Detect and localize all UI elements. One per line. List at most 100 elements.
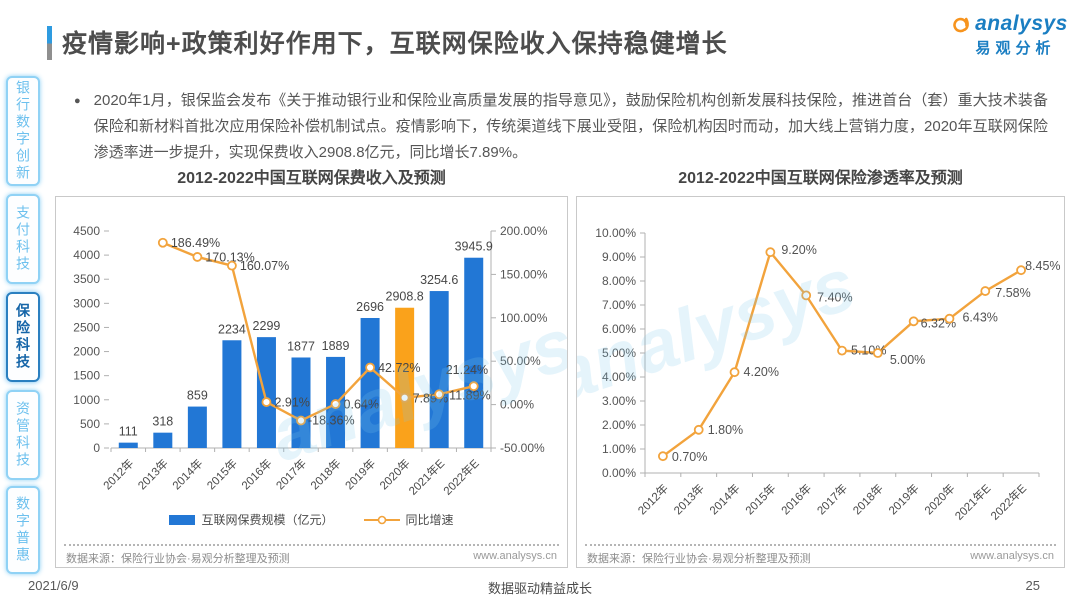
bar-2021年E (429, 291, 449, 448)
x-axis-category-label: 2021年E (406, 456, 448, 498)
data-source-text: 数据来源：保险行业协会·易观分析整理及预测 (587, 553, 811, 565)
y-axis-label: 500 (80, 417, 100, 431)
bar-2015年 (222, 340, 242, 448)
bar-2022年E (464, 257, 484, 448)
bar-value-label: 859 (187, 389, 208, 403)
growth-value-label: 42.72% (378, 361, 420, 375)
y-axis-label: 0.00% (602, 466, 636, 480)
y-axis-label: 3000 (73, 296, 100, 310)
penetration-point (872, 348, 883, 358)
y-axis-label: 8.00% (602, 274, 636, 288)
y-axis-label: 1000 (73, 393, 100, 407)
right-axis-label: -50.00% (500, 441, 545, 455)
bar-value-label: 111 (119, 425, 138, 439)
growth-value-label: 160.07% (240, 259, 289, 273)
x-axis-category-label: 2022年E (440, 456, 482, 498)
x-axis-category-label: 2020年 (921, 481, 957, 517)
bar-2020年 (395, 307, 415, 448)
bar-value-label: 2908.8 (386, 290, 424, 304)
website-text: www.analysys.cn (970, 550, 1054, 562)
y-axis-label: 1.00% (602, 442, 636, 456)
penetration-point (1016, 265, 1026, 276)
penetration-point (765, 247, 776, 258)
growth-value-label: 2.91% (274, 396, 309, 410)
bar-value-label: 2234 (218, 322, 246, 336)
penetration-chart-svg: 0.00% 1.00% 2.00% 3.00% 4.00% 5.00% 6.00% 7.00%… (595, 226, 1060, 523)
y-axis-label: 4.00% (602, 370, 636, 384)
growth-point (227, 260, 237, 271)
penetration-value-label: 1.80% (708, 423, 743, 437)
y-axis-label: 4500 (73, 224, 100, 238)
bullet-icon: ● (74, 95, 81, 107)
premium-chart-title: 2012-2022中国互联网保费收入及预测 (177, 170, 446, 187)
x-axis-category-label: 2014年 (707, 481, 743, 517)
penetration-point (801, 290, 812, 301)
y-axis-label: 5.00% (602, 346, 636, 360)
bar-2017年 (291, 357, 311, 448)
growth-point (192, 252, 203, 262)
x-axis-category-label: 2018年 (850, 481, 886, 517)
bar-value-label: 3254.6 (420, 273, 458, 287)
sidebar-tab-2[interactable]: 支付科技 (6, 194, 40, 284)
penetration-value-label: 4.20% (744, 365, 779, 379)
premium-chart-block: 2012-2022中国互联网保费收入及预测 analysys 0 500 1000 1… (55, 168, 568, 568)
x-axis-category-label: 2017年 (273, 456, 309, 492)
sidebar-tab-1[interactable]: 银行数字创新 (6, 76, 40, 186)
y-axis-label: 2500 (73, 320, 100, 334)
growth-point (468, 381, 479, 392)
x-axis-category-label: 2013年 (671, 481, 707, 517)
x-axis-category-label: 2012年 (635, 481, 671, 517)
growth-point (261, 397, 272, 407)
sidebar-tab-4[interactable]: 资管科技 (6, 390, 40, 480)
logo-swirl-icon (953, 17, 970, 33)
penetration-point (908, 316, 919, 327)
premium-chart-panel: analysys 0 500 1000 1500 2000 2500 3000 3500 400… (55, 196, 568, 568)
right-axis-label: 100.00% (500, 311, 548, 325)
x-axis-category-label: 2013年 (135, 456, 171, 492)
legend-label: 互联网保费规模（亿元） (201, 513, 334, 527)
y-axis-label: 3.00% (602, 394, 636, 408)
legend-item-growth: 同比增速 (363, 511, 454, 528)
penetration-chart-panel: analysys 0.00% 1.00% 2.00% 3.00% 4.00% 5.00% 6… (576, 196, 1065, 568)
website-text: www.analysys.cn (473, 550, 557, 562)
right-axis-label: 150.00% (500, 267, 548, 281)
bar-2012年 (118, 442, 138, 448)
x-axis-category-label: 2015年 (204, 456, 240, 492)
logo-brand-chinese: 易观分析 (975, 40, 1056, 57)
growth-value-label: -18.36% (308, 414, 355, 428)
y-axis-label: 9.00% (602, 250, 636, 264)
growth-point (365, 362, 375, 373)
penetration-chart-block: 2012-2022中国互联网保险渗透率及预测 analysys 0.00% 1.0… (576, 168, 1065, 568)
x-axis-category-label: 2019年 (342, 456, 378, 492)
y-axis-label: 10.00% (595, 226, 636, 240)
right-axis-label: 50.00% (500, 354, 541, 368)
bar-2013年 (153, 432, 173, 448)
y-axis-label: 3500 (73, 272, 100, 286)
penetration-point (980, 286, 991, 296)
panel-divider (585, 544, 1056, 546)
bar-2016年 (256, 337, 276, 448)
bar-value-label: 2696 (356, 300, 384, 314)
bar-value-label: 1877 (287, 339, 315, 353)
sidebar-tab-5[interactable]: 数字普惠 (6, 486, 40, 574)
growth-value-label: 170.13% (205, 250, 254, 264)
premium-chart-legend: 互联网保费规模（亿元） 同比增速 (56, 511, 567, 528)
bar-2014年 (187, 406, 207, 448)
penetration-value-label: 6.43% (962, 311, 997, 325)
legend-item-premium: 互联网保费规模（亿元） (169, 511, 334, 528)
y-axis-label: 4000 (73, 248, 100, 262)
right-axis-label: 200.00% (500, 224, 548, 238)
footer-date: 2021/6/9 (28, 578, 79, 593)
bar-value-label: 318 (152, 415, 173, 429)
penetration-value-label: 9.20% (781, 243, 816, 257)
penetration-point (693, 424, 704, 435)
sidebar-tab-3[interactable]: 保险科技 (6, 292, 40, 382)
penetration-value-label: 0.70% (672, 450, 707, 464)
penetration-point (837, 345, 847, 356)
logo-brand-text: analysys (975, 12, 1068, 35)
right-axis-label: 0.00% (500, 398, 534, 412)
penetration-chart-title: 2012-2022中国互联网保险渗透率及预测 (678, 170, 963, 187)
panel-divider (64, 544, 559, 546)
x-axis-category-label: 2022年E (988, 481, 1030, 523)
penetration-value-label: 7.58% (995, 286, 1030, 300)
